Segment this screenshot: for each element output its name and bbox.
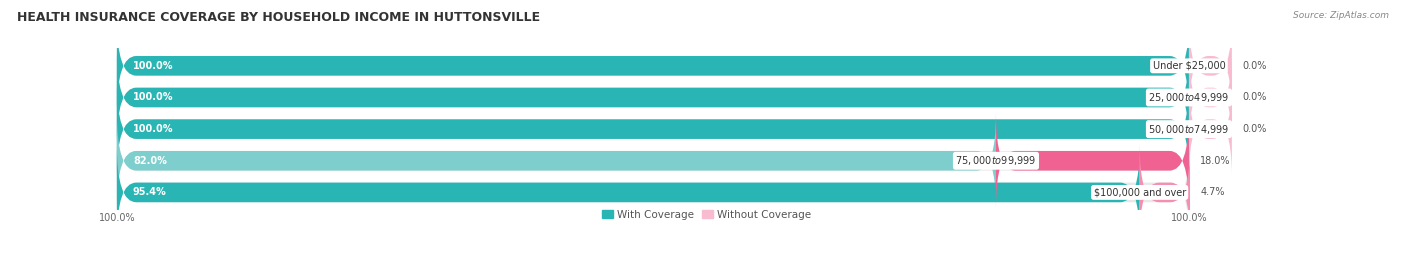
Text: $50,000 to $74,999: $50,000 to $74,999 bbox=[1149, 123, 1230, 136]
Text: 100.0%: 100.0% bbox=[134, 93, 173, 102]
FancyBboxPatch shape bbox=[1140, 145, 1189, 240]
Text: 4.7%: 4.7% bbox=[1201, 187, 1225, 197]
Legend: With Coverage, Without Coverage: With Coverage, Without Coverage bbox=[598, 206, 815, 224]
FancyBboxPatch shape bbox=[117, 19, 1189, 113]
Text: $100,000 and over: $100,000 and over bbox=[1094, 187, 1185, 197]
Text: 0.0%: 0.0% bbox=[1243, 124, 1267, 134]
Text: Source: ZipAtlas.com: Source: ZipAtlas.com bbox=[1294, 11, 1389, 20]
Text: 82.0%: 82.0% bbox=[134, 156, 167, 166]
Text: $75,000 to $99,999: $75,000 to $99,999 bbox=[955, 154, 1036, 167]
Text: 0.0%: 0.0% bbox=[1243, 93, 1267, 102]
Text: 100.0%: 100.0% bbox=[134, 61, 173, 71]
Text: Under $25,000: Under $25,000 bbox=[1153, 61, 1225, 71]
Text: HEALTH INSURANCE COVERAGE BY HOUSEHOLD INCOME IN HUTTONSVILLE: HEALTH INSURANCE COVERAGE BY HOUSEHOLD I… bbox=[17, 11, 540, 24]
FancyBboxPatch shape bbox=[1189, 82, 1232, 176]
Text: 95.4%: 95.4% bbox=[134, 187, 167, 197]
FancyBboxPatch shape bbox=[117, 50, 1189, 145]
FancyBboxPatch shape bbox=[117, 114, 1189, 208]
FancyBboxPatch shape bbox=[117, 145, 1189, 240]
Text: $25,000 to $49,999: $25,000 to $49,999 bbox=[1149, 91, 1230, 104]
FancyBboxPatch shape bbox=[117, 50, 1189, 145]
FancyBboxPatch shape bbox=[1189, 19, 1232, 113]
Text: 0.0%: 0.0% bbox=[1243, 61, 1267, 71]
FancyBboxPatch shape bbox=[1189, 50, 1232, 145]
FancyBboxPatch shape bbox=[995, 114, 1189, 208]
FancyBboxPatch shape bbox=[117, 114, 995, 208]
FancyBboxPatch shape bbox=[117, 82, 1189, 176]
FancyBboxPatch shape bbox=[117, 82, 1189, 176]
Text: 18.0%: 18.0% bbox=[1199, 156, 1230, 166]
FancyBboxPatch shape bbox=[117, 145, 1140, 240]
FancyBboxPatch shape bbox=[117, 19, 1189, 113]
Text: 100.0%: 100.0% bbox=[134, 124, 173, 134]
